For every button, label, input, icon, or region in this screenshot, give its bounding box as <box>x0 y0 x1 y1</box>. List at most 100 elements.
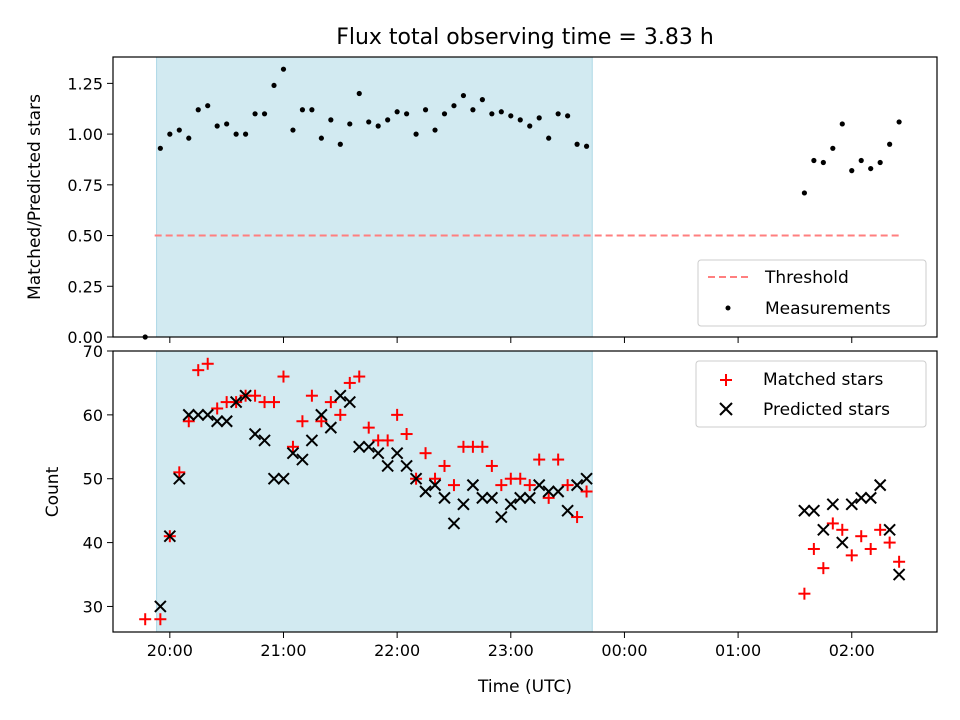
predicted-marker-b <box>836 536 849 549</box>
measurement-point <box>375 123 381 129</box>
measurement-point <box>318 135 324 141</box>
predicted-marker-b <box>267 472 281 485</box>
bottom-ytick-label: 40 <box>83 534 103 553</box>
predicted-marker-b <box>315 408 328 422</box>
predicted-marker-b <box>466 478 480 492</box>
predicted-marker-b <box>419 485 432 498</box>
matched-star-point <box>855 530 868 543</box>
bottom-shaded-region <box>156 350 593 633</box>
bottom-xtick-label: 00:00 <box>601 641 647 660</box>
matched-star-point <box>268 396 281 409</box>
predicted-marker-b <box>239 389 252 402</box>
predicted-marker-b <box>855 491 868 505</box>
measurement-point <box>555 111 561 117</box>
bottom-ytick-label: 30 <box>83 597 103 616</box>
predicted-star-point <box>324 421 338 434</box>
measurement-point <box>309 107 315 113</box>
predicted-star-point <box>428 478 442 492</box>
measurement-point <box>422 107 429 113</box>
predicted-marker-b <box>845 498 858 511</box>
matched-star-point <box>343 376 356 389</box>
predicted-marker-b <box>286 446 300 460</box>
top-ytick-label: 0.75 <box>67 176 103 195</box>
predicted-star-point <box>229 395 243 409</box>
predicted-star-point <box>892 568 906 581</box>
predicted-star-point <box>457 498 470 511</box>
matched-star-point <box>438 459 451 472</box>
predicted-star-point <box>305 434 319 447</box>
top-shaded-region <box>156 56 593 338</box>
predicted-star-point <box>267 472 281 485</box>
predicted-marker-b <box>277 472 290 485</box>
matched-star-point <box>182 415 195 428</box>
predicted-star-point <box>542 485 555 498</box>
measurement-point <box>205 103 211 109</box>
predicted-marker-b <box>873 478 887 492</box>
matched-star-point <box>874 523 887 536</box>
predicted-marker-b <box>182 408 195 422</box>
predicted-marker-b <box>353 440 366 454</box>
top-panel: 0.00 0.25 0.50 0.75 1.00 1.25 <box>67 56 938 347</box>
matched-star-point <box>362 421 375 434</box>
matched-star-point <box>201 357 214 370</box>
bottom-xtick-label: 21:00 <box>260 641 306 660</box>
measurement-point <box>536 115 542 121</box>
measurement-point <box>839 121 845 127</box>
measurement-point <box>347 121 353 127</box>
predicted-marker-b <box>229 395 243 409</box>
predicted-marker-b <box>400 459 413 473</box>
measurement-point <box>157 145 163 151</box>
matched-star-point <box>571 511 584 524</box>
predicted-marker-b <box>163 529 177 543</box>
matched-star-point <box>429 472 442 485</box>
predicted-marker-b <box>883 523 896 537</box>
predicted-star-point <box>798 504 811 517</box>
measurement-point <box>432 127 438 133</box>
matched-star-point <box>542 491 555 504</box>
measurement-point <box>299 107 306 113</box>
top-ytick-label: 1.00 <box>67 125 103 144</box>
matched-star-point <box>315 415 328 428</box>
top-ytick-label: 0.50 <box>67 227 103 246</box>
predicted-star-point <box>817 523 830 537</box>
predicted-star-point <box>381 459 394 473</box>
measurement-point <box>527 123 533 129</box>
predicted-marker-b <box>447 517 461 530</box>
measurement-point <box>858 157 864 164</box>
predicted-marker-b <box>495 510 508 524</box>
legend-matched-label: Matched stars <box>763 370 883 390</box>
predicted-marker-b <box>485 491 499 505</box>
measurement-point <box>242 131 249 137</box>
predicted-marker-b <box>343 395 356 409</box>
predicted-marker-b <box>362 440 375 454</box>
predicted-marker-b <box>192 408 205 422</box>
measurement-point <box>271 82 277 89</box>
matched-star-point <box>154 613 167 626</box>
predicted-star-point <box>371 446 385 460</box>
predicted-marker-b <box>248 427 262 441</box>
measurement-point <box>186 135 192 141</box>
predicted-marker-b <box>201 408 214 422</box>
predicted-marker-b <box>371 446 385 460</box>
predicted-marker-b <box>826 498 840 511</box>
predicted-marker-b <box>532 478 546 492</box>
predicted-marker-b <box>570 478 584 492</box>
predicted-star-point <box>353 440 366 454</box>
predicted-marker-b <box>817 523 830 537</box>
matched-star-point <box>561 479 574 492</box>
bottom-ytick-label: 50 <box>83 470 103 489</box>
predicted-star-point <box>532 478 546 492</box>
predicted-star-point <box>163 529 177 543</box>
predicted-star-point <box>334 389 347 402</box>
top-axes-frame <box>112 56 938 338</box>
measurement-point <box>261 111 268 117</box>
measurement-point <box>176 127 182 133</box>
bottom-ytick-label: 70 <box>83 342 103 361</box>
matched-star-point <box>211 402 224 415</box>
measurement-point <box>508 113 514 119</box>
predicted-marker-b <box>324 421 338 434</box>
matched-star-point <box>826 517 839 530</box>
predicted-star-point <box>296 453 309 466</box>
bottom-xtick-label: 01:00 <box>715 641 761 660</box>
top-ytick-label: 0.00 <box>67 328 103 347</box>
